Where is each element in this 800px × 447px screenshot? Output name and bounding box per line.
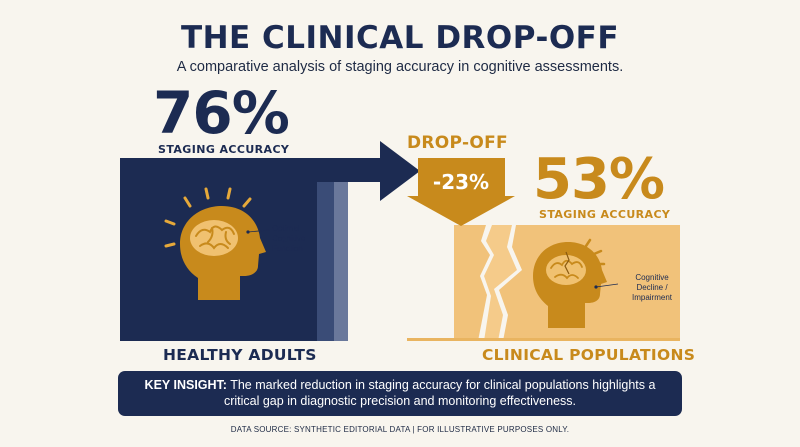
drop-off-value: -23%: [432, 170, 490, 194]
clinical-block-base: [407, 338, 680, 341]
page-subtitle: A comparative analysis of staging accura…: [176, 59, 624, 75]
healthy-annotation-line: Cognitive: [272, 234, 306, 243]
healthy-annotation-line: Function: [272, 244, 303, 253]
brain-head-icon: [164, 187, 271, 300]
healthy-group-label: HEALTHY ADULTS: [163, 346, 317, 364]
clinical-block-mid-fragment: [484, 225, 517, 341]
clinical-accuracy-label: STAGING ACCURACY: [539, 208, 671, 221]
down-arrow-icon: [407, 158, 515, 226]
healthy-accuracy-label: STAGING ACCURACY: [158, 143, 290, 156]
data-source-note: DATA SOURCE: SYNTHETIC EDITORIAL DATA | …: [0, 425, 800, 434]
healthy-block-stripe-light: [334, 182, 348, 341]
clinical-annotation-line: Impairment: [631, 293, 672, 302]
page-title: THE CLINICAL DROP-OFF: [180, 20, 620, 56]
healthy-annotation-line: Optimal: [272, 224, 300, 233]
clinical-accuracy-value: 53%: [533, 147, 665, 212]
clinical-annotation: Cognitive Decline / Impairment: [614, 273, 690, 303]
drop-off-label: DROP-OFF: [407, 133, 508, 153]
clinical-block-left-fragment: [454, 225, 490, 341]
key-insight-box: KEY INSIGHT: The marked reduction in sta…: [118, 371, 682, 416]
healthy-block-stripe: [317, 182, 334, 341]
clinical-group-label: CLINICAL POPULATIONS: [482, 346, 696, 364]
clinical-annotation-line: Cognitive: [635, 273, 669, 282]
key-insight-lead: KEY INSIGHT:: [144, 378, 227, 392]
healthy-accuracy-value: 76%: [153, 79, 290, 147]
clinical-annotation-line: Decline /: [636, 283, 668, 292]
healthy-annotation: Optimal Cognitive Function: [272, 224, 305, 254]
data-source-text: DATA SOURCE: SYNTHETIC EDITORIAL DATA | …: [230, 425, 570, 434]
cracked-brain-head-icon: [533, 238, 619, 328]
key-insight-text: The marked reduction in staging accuracy…: [223, 378, 656, 408]
transition-arrow: [120, 141, 420, 201]
